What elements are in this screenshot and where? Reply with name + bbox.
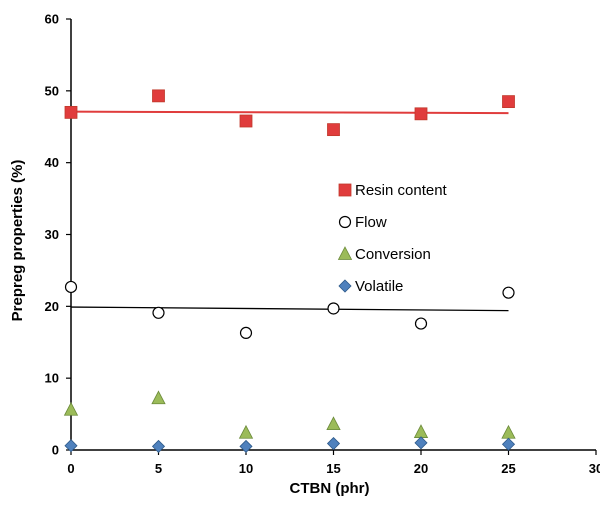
legend-label: Conversion bbox=[355, 246, 431, 263]
axes bbox=[70, 19, 596, 451]
x-tick-label: 30 bbox=[589, 461, 600, 476]
data-point bbox=[414, 317, 428, 330]
legend-marker bbox=[338, 279, 352, 293]
y-tick-label: 60 bbox=[45, 12, 59, 27]
y-tick-label: 50 bbox=[45, 83, 59, 98]
x-axis-title: CTBN (phr) bbox=[290, 480, 370, 497]
legend: Resin content Flow Conversion Volatile bbox=[337, 182, 448, 295]
x-tick-label: 20 bbox=[414, 461, 428, 476]
data-point bbox=[326, 416, 341, 431]
x-tick-label: 15 bbox=[326, 461, 340, 476]
y-tick-label: 0 bbox=[52, 443, 59, 458]
legend-label: Resin content bbox=[355, 182, 448, 199]
data-point bbox=[413, 424, 429, 438]
ticks: 0 10 20 30 40 50 60 0 5 10 15 20 25 30 bbox=[45, 12, 600, 477]
data-point bbox=[327, 123, 340, 137]
data-point bbox=[239, 326, 253, 340]
data-point bbox=[152, 306, 165, 319]
x-tick-label: 0 bbox=[67, 461, 74, 476]
legend-label: Flow bbox=[355, 214, 387, 231]
data-points bbox=[63, 89, 516, 453]
data-point bbox=[64, 105, 78, 119]
y-tick-label: 10 bbox=[45, 371, 59, 386]
trendline bbox=[70, 306, 509, 312]
trendline bbox=[70, 110, 509, 115]
data-point bbox=[239, 439, 253, 453]
data-point bbox=[238, 424, 254, 439]
data-point bbox=[327, 302, 340, 315]
data-point bbox=[63, 401, 79, 416]
data-point bbox=[326, 436, 341, 451]
x-tick-label: 10 bbox=[239, 461, 253, 476]
data-point bbox=[414, 436, 428, 450]
data-point bbox=[414, 107, 428, 121]
data-point bbox=[502, 95, 515, 109]
data-point bbox=[64, 439, 78, 453]
data-point bbox=[501, 424, 516, 439]
data-point bbox=[502, 286, 515, 299]
data-point bbox=[152, 89, 165, 103]
legend-marker bbox=[338, 183, 352, 197]
data-point bbox=[501, 437, 516, 451]
legend-marker bbox=[337, 246, 353, 260]
x-tick-label: 25 bbox=[501, 461, 515, 476]
data-point bbox=[64, 280, 78, 294]
trendlines bbox=[70, 110, 509, 312]
x-tick-label: 5 bbox=[155, 461, 162, 476]
legend-marker bbox=[338, 215, 352, 229]
data-point bbox=[151, 390, 166, 405]
y-tick-label: 40 bbox=[45, 155, 59, 170]
data-point bbox=[151, 439, 166, 453]
y-tick-label: 20 bbox=[45, 299, 59, 314]
y-axis-title: Prepreg properties (%) bbox=[9, 160, 26, 322]
y-tick-label: 30 bbox=[45, 227, 59, 242]
legend-label: Volatile bbox=[355, 278, 403, 295]
data-point bbox=[239, 114, 253, 128]
